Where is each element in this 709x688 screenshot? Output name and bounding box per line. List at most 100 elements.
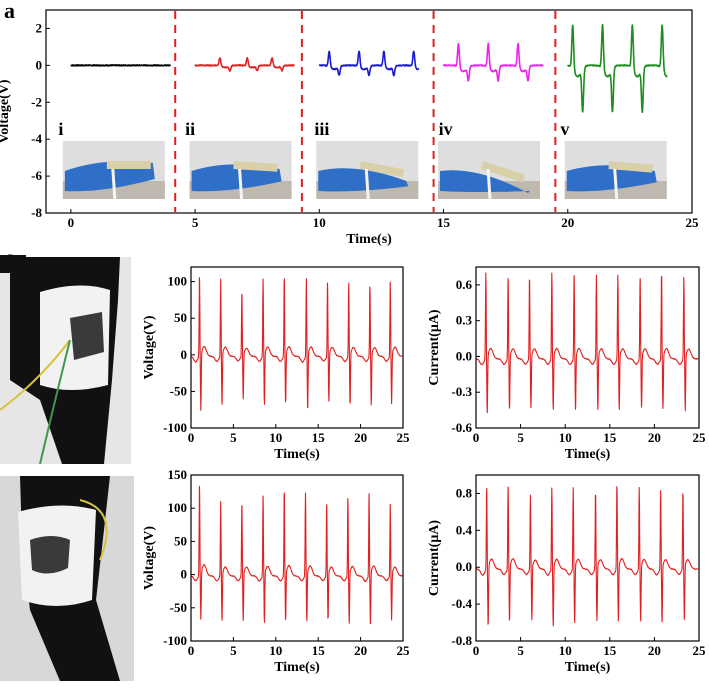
- a-stage-label: v: [560, 119, 569, 139]
- a-stage-1-signal: [70, 64, 171, 67]
- b-voltage-x-tick-label: 25: [397, 430, 411, 445]
- c-voltage-x-tick-label: 20: [354, 643, 367, 658]
- a-hand-photo-glove: [440, 170, 531, 193]
- a-hand-photo-wire: [613, 168, 619, 200]
- c-current-x-axis-label: Time(s): [565, 660, 611, 675]
- a-stage-3-signal: [318, 50, 420, 77]
- c-voltage-x-tick-label: 0: [188, 643, 195, 658]
- a-x-tick-label: 25: [686, 215, 700, 230]
- c-voltage-y-tick-label: 150: [168, 467, 188, 482]
- c-current-x-tick-label: 10: [559, 643, 572, 658]
- a-x-tick-label: 5: [192, 215, 199, 230]
- chart-c-current: 0 5 10 15 20 25 0.8 0.4 0.0 -0.4 -0.8 Time(s) Curren…: [427, 474, 707, 675]
- c-current-x-tick-label: 15: [603, 643, 617, 658]
- a-hand-photo-wire: [364, 168, 370, 200]
- a-stage-5-signal: [567, 23, 668, 114]
- b-voltage-x-tick-label: 10: [269, 430, 282, 445]
- c-voltage-y-tick-label: 0: [181, 567, 188, 582]
- a-x-tick-label: 20: [561, 215, 574, 230]
- c-photo-wire: [79, 499, 108, 561]
- a-hand-photo-wire: [111, 168, 117, 200]
- b-voltage-x-tick-label: 0: [188, 430, 195, 445]
- c-current-signal: [475, 486, 699, 627]
- a-plot-frame: [45, 9, 693, 214]
- a-x-axis-label: Time(s): [346, 232, 392, 247]
- a-hand-photo-sensor: [106, 161, 151, 169]
- c-voltage-plot-frame: [190, 474, 404, 642]
- a-hand-photo-glove: [318, 168, 409, 192]
- b-voltage-x-tick-label: 20: [354, 430, 367, 445]
- c-current-y-axis-label: Current(μA): [427, 520, 442, 596]
- b-current-y-tick-label: -0.3: [451, 384, 472, 399]
- b-current-signal: [476, 272, 699, 414]
- b-voltage-x-tick-label: 15: [312, 430, 326, 445]
- c-current-y-tick-label: 0.4: [456, 522, 473, 537]
- c-voltage-y-tick-label: 50: [174, 533, 187, 548]
- c-photo-sensor: [30, 536, 70, 574]
- b-current-y-tick-label: -0.6: [451, 420, 472, 435]
- b-voltage-plot-frame: [190, 266, 404, 429]
- a-hand-photo-wire: [238, 168, 244, 200]
- b-current-plot-frame: [475, 266, 700, 429]
- a-y-tick-label: -2: [31, 94, 42, 109]
- a-y-tick-label: -8: [31, 205, 42, 220]
- b-photo-sensor: [70, 312, 104, 360]
- b-current-x-tick-label: 5: [517, 430, 524, 445]
- a-y-tick-label: -4: [31, 131, 42, 146]
- a-x-tick-label: 0: [68, 215, 75, 230]
- c-current-x-tick-label: 0: [473, 643, 480, 658]
- c-current-plot-frame: [475, 474, 700, 642]
- a-hand-photo-glove: [566, 165, 657, 192]
- b-photo-shadow: [0, 255, 26, 273]
- c-voltage-x-tick-label: 15: [312, 643, 326, 658]
- c-voltage-y-tick-label: -100: [163, 633, 187, 648]
- a-hand-photo-sensor: [480, 161, 526, 183]
- b-voltage-y-tick-label: 50: [174, 310, 187, 325]
- b-current-y-tick-label: 0.6: [456, 277, 473, 292]
- b-voltage-x-axis-label: Time(s): [274, 447, 320, 462]
- b-current-y-tick-label: 0.3: [456, 313, 473, 328]
- a-stage-label: ii: [185, 119, 195, 139]
- c-voltage-y-axis-label: Voltage(V): [142, 526, 157, 590]
- b-current-x-tick-label: 10: [559, 430, 572, 445]
- a-stage-label: iv: [439, 119, 453, 139]
- c-current-y-tick-label: -0.4: [451, 596, 472, 611]
- b-current-x-tick-label: 0: [473, 430, 480, 445]
- b-current-x-tick-label: 20: [648, 430, 661, 445]
- c-current-x-tick-label: 25: [693, 643, 707, 658]
- c-voltage-x-tick-label: 25: [397, 643, 411, 658]
- a-y-tick-label: 0: [36, 57, 43, 72]
- a-stage-label: i: [58, 119, 63, 139]
- a-stage-2-signal: [194, 56, 295, 72]
- a-hand-photo-sensor: [608, 161, 653, 173]
- b-voltage-y-tick-label: 100: [168, 274, 188, 289]
- c-voltage-x-axis-label: Time(s): [274, 660, 320, 675]
- c-current-y-tick-label: -0.8: [451, 633, 472, 648]
- a-hand-photo-sensor: [359, 161, 405, 178]
- chart-b-voltage: 0 5 10 15 20 25 100 50 0 -50 -100 Time(s) Voltage(V): [142, 266, 411, 462]
- b-current-y-axis-label: Current(μA): [427, 309, 442, 385]
- a-x-tick-label: 15: [437, 215, 451, 230]
- c-current-x-tick-label: 20: [648, 643, 661, 658]
- b-voltage-y-axis-label: Voltage(V): [142, 315, 157, 379]
- c-voltage-x-tick-label: 5: [230, 643, 237, 658]
- c-voltage-y-tick-label: 100: [168, 500, 188, 515]
- a-hand-photo-glove: [191, 164, 282, 192]
- a-stage-label: iii: [314, 119, 329, 139]
- b-current-x-tick-label: 15: [603, 430, 617, 445]
- a-hand-photo-sensor: [233, 161, 278, 172]
- b-photo-wire: [0, 339, 71, 411]
- a-x-tick-label: 10: [313, 215, 326, 230]
- b-voltage-y-tick-label: 0: [181, 347, 188, 362]
- a-y-tick-label: 2: [36, 20, 43, 35]
- a-y-tick-label: -6: [31, 168, 42, 183]
- a-stage-4-signal: [442, 42, 544, 82]
- c-voltage-y-tick-label: -50: [170, 600, 187, 615]
- c-voltage-signal: [191, 485, 403, 625]
- a-y-axis-label: Voltage(V): [0, 79, 12, 143]
- c-current-y-tick-label: 0.8: [456, 485, 473, 500]
- a-hand-photo-wire: [486, 168, 492, 200]
- b-current-x-tick-label: 25: [693, 430, 707, 445]
